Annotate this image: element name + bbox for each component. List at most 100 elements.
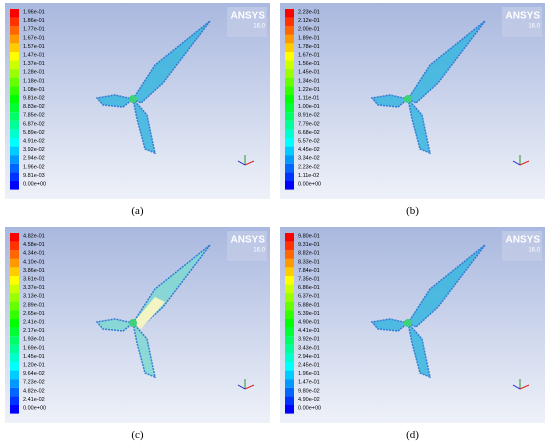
hub	[129, 95, 137, 103]
legend-label: 1.89e-01	[298, 35, 320, 41]
logo-box	[502, 231, 542, 261]
legend-swatch	[285, 120, 294, 130]
legend-label: 5.57e-02	[298, 138, 320, 144]
legend-swatch	[285, 284, 294, 294]
legend-swatch	[10, 379, 19, 388]
legend-swatch	[285, 163, 294, 173]
axis-z	[512, 160, 521, 166]
legend-label: 2.94e-01	[298, 354, 320, 360]
legend-label: 1.96e-02	[23, 164, 45, 170]
legend-label: 3.37e-01	[23, 285, 45, 291]
legend-label: 5.88e-01	[298, 302, 320, 308]
legend-label: 3.43e-01	[298, 345, 320, 351]
blade	[131, 20, 211, 104]
legend-swatch	[285, 250, 294, 259]
legend-swatch	[285, 86, 294, 95]
legend-label: 2.89e-01	[23, 302, 45, 308]
simulation-panel: 9.80e-01 9.31e-01 8.82e-01 8.33e-01 7.84e-01…	[280, 227, 545, 423]
legend-swatch	[10, 310, 19, 319]
legend-swatch	[10, 60, 19, 70]
legend-label: 3.61e-01	[23, 276, 45, 282]
legend-label: 2.45e-01	[298, 362, 320, 368]
legend-swatch	[285, 370, 294, 380]
legend-swatch	[10, 241, 19, 251]
caption: (c)	[131, 429, 144, 441]
legend-label: 2.23e-02	[298, 164, 320, 170]
legend-swatch	[10, 163, 19, 173]
legend-swatch	[10, 34, 19, 44]
legend-swatch	[10, 233, 19, 242]
axis-x	[244, 384, 255, 390]
legend-swatch	[10, 344, 19, 354]
logo: ANSYS	[506, 235, 541, 246]
legend-swatch	[10, 103, 19, 113]
simulation-panel: 2.23e-01 2.12e-01 2.00e-01 1.89e-01 1.78e-01…	[280, 3, 545, 199]
legend-label: 1.56e-01	[298, 61, 320, 67]
legend-label: 1.00e-01	[298, 104, 320, 110]
legend-swatch	[10, 181, 19, 190]
legend-swatch	[285, 233, 294, 242]
legend-label: 9.80e-02	[298, 388, 320, 394]
legend-label: 1.77e-01	[23, 27, 45, 33]
legend-swatch	[285, 241, 294, 251]
legend-label: 0.00e+00	[298, 405, 321, 411]
legend-label: 3.13e-01	[23, 294, 45, 300]
legend-label: 8.83e-02	[23, 104, 45, 110]
legend-swatch	[10, 172, 19, 181]
blade	[95, 94, 135, 108]
legend-label: 2.17e-01	[23, 328, 45, 334]
legend-swatch	[285, 43, 294, 52]
legend-label: 6.68e-02	[298, 130, 320, 136]
legend-label: 7.35e-01	[298, 276, 320, 282]
blade	[370, 318, 410, 332]
legend-label: 4.34e-01	[23, 251, 45, 257]
legend-swatch	[10, 405, 19, 414]
legend-label: 9.80e-01	[298, 233, 320, 239]
legend-label: 1.20e-01	[23, 362, 45, 368]
legend-label: 4.41e-01	[298, 328, 320, 334]
legend-swatch	[285, 344, 294, 354]
legend-swatch	[10, 129, 19, 138]
legend-label: 2.94e-02	[23, 156, 45, 162]
axis-x	[244, 160, 255, 166]
legend-label: 2.12e-01	[298, 18, 320, 24]
legend-label: 5.39e-01	[298, 311, 320, 317]
version: 16.0	[253, 24, 265, 30]
legend-swatch	[10, 319, 19, 328]
legend-label: 3.86e-01	[23, 268, 45, 274]
legend-swatch	[10, 17, 19, 27]
legend-swatch	[10, 95, 19, 104]
axis-x	[519, 384, 530, 390]
legend-label: 2.23e-01	[298, 9, 320, 15]
blade	[406, 20, 486, 104]
legend-label: 1.45e-01	[298, 70, 320, 76]
legend-swatch	[285, 155, 294, 164]
legend-swatch	[285, 146, 294, 156]
legend-label: 8.91e-02	[298, 113, 320, 119]
legend-label: 4.82e-02	[23, 388, 45, 394]
legend-label: 4.58e-01	[23, 242, 45, 248]
legend-label: 1.93e-01	[23, 337, 45, 343]
legend-label: 1.96e-01	[298, 371, 320, 377]
legend-label: 2.65e-01	[23, 311, 45, 317]
legend-swatch	[285, 138, 294, 147]
legend-swatch	[10, 155, 19, 164]
blade	[406, 320, 432, 379]
legend-label: 1.11e-02	[298, 173, 319, 179]
legend-swatch	[10, 77, 19, 87]
legend-swatch	[10, 69, 19, 78]
legend-label: 4.45e-02	[298, 147, 320, 153]
legend-label: 0.00e+00	[23, 181, 46, 187]
legend-label: 6.87e-02	[23, 121, 45, 127]
logo-box	[227, 7, 267, 37]
legend-label: 4.90e-02	[298, 397, 320, 403]
legend-swatch	[285, 276, 294, 285]
caption: (d)	[406, 429, 419, 441]
legend-swatch	[285, 69, 294, 78]
legend-label: 9.81e-02	[23, 95, 45, 101]
axis-z	[512, 384, 521, 390]
blade	[95, 318, 135, 332]
legend-swatch	[285, 26, 294, 35]
logo: ANSYS	[231, 11, 266, 22]
legend-swatch	[285, 77, 294, 87]
